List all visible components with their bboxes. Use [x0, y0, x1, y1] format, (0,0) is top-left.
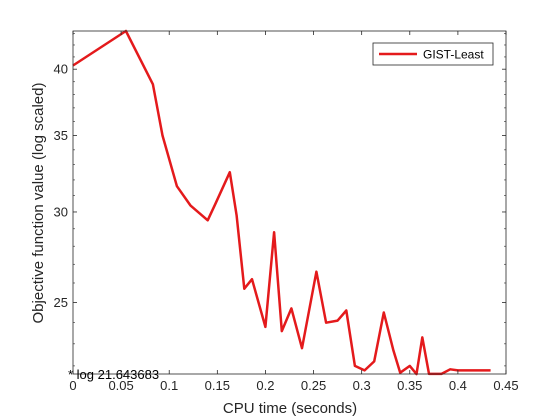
- legend-box: [372, 42, 494, 66]
- y-tick-label-2: 35: [54, 128, 68, 143]
- x-tick-label-1: 0.05: [108, 378, 133, 393]
- series-line-0: [72, 29, 491, 376]
- x-tick-label-4: 0.2: [256, 378, 274, 393]
- y-tick-label-1: 30: [54, 204, 68, 219]
- x-tick-label-8: 0.4: [449, 378, 467, 393]
- legend-label: GIST-Least: [423, 48, 484, 62]
- x-tick-label-9: 0.45: [493, 378, 518, 393]
- y-axis-label: Objective function value (log scaled): [30, 83, 47, 324]
- x-tick-label-6: 0.3: [353, 378, 371, 393]
- x-tick-label-2: 0.1: [160, 378, 178, 393]
- x-tick-label-7: 0.35: [397, 378, 422, 393]
- x-tick-label-0: 0: [69, 378, 76, 393]
- y-tick-label-3: 40: [54, 62, 68, 77]
- plot-layer: [72, 29, 491, 376]
- x-tick-label-5: 0.25: [301, 378, 326, 393]
- legend: GIST-Least: [372, 42, 494, 66]
- x-tick-label-3: 0.15: [205, 378, 230, 393]
- x-axis-label: CPU time (seconds): [223, 400, 357, 417]
- min-value-annotation: * log 21.643683: [68, 367, 159, 382]
- axes-box: [72, 30, 507, 375]
- axes-layer: 0 0.05 0.1 0.15 0.2 0.25 0.3 0.35 0.4 0.45 25 30 35 4…: [54, 30, 519, 393]
- y-tick-label-0: 25: [54, 295, 68, 310]
